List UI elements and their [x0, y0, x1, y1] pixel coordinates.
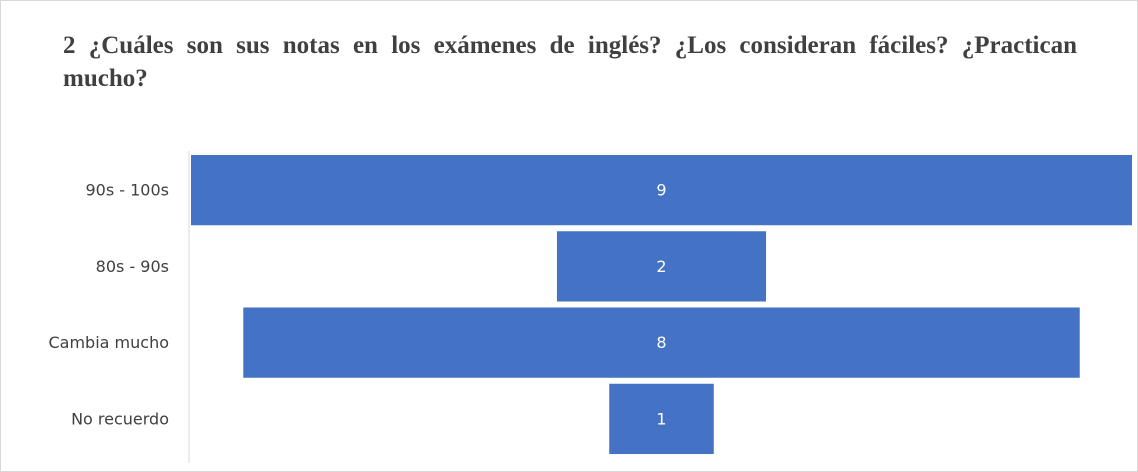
data-label: 8 [656, 333, 666, 352]
funnel-bar [191, 155, 1132, 226]
data-label: 2 [656, 257, 666, 276]
funnel-bar [609, 383, 714, 454]
category-label: No recuerdo [71, 409, 169, 428]
funnel-bar [243, 307, 1080, 378]
chart-title: 2 ¿Cuáles son sus notas en los exámenes … [63, 32, 1077, 92]
category-label: Cambia mucho [48, 333, 169, 352]
category-label: 90s - 100s [85, 181, 169, 200]
data-label: 1 [656, 409, 666, 428]
data-label: 9 [656, 181, 666, 200]
category-label: 80s - 90s [96, 257, 169, 276]
funnel-bar [556, 231, 767, 302]
